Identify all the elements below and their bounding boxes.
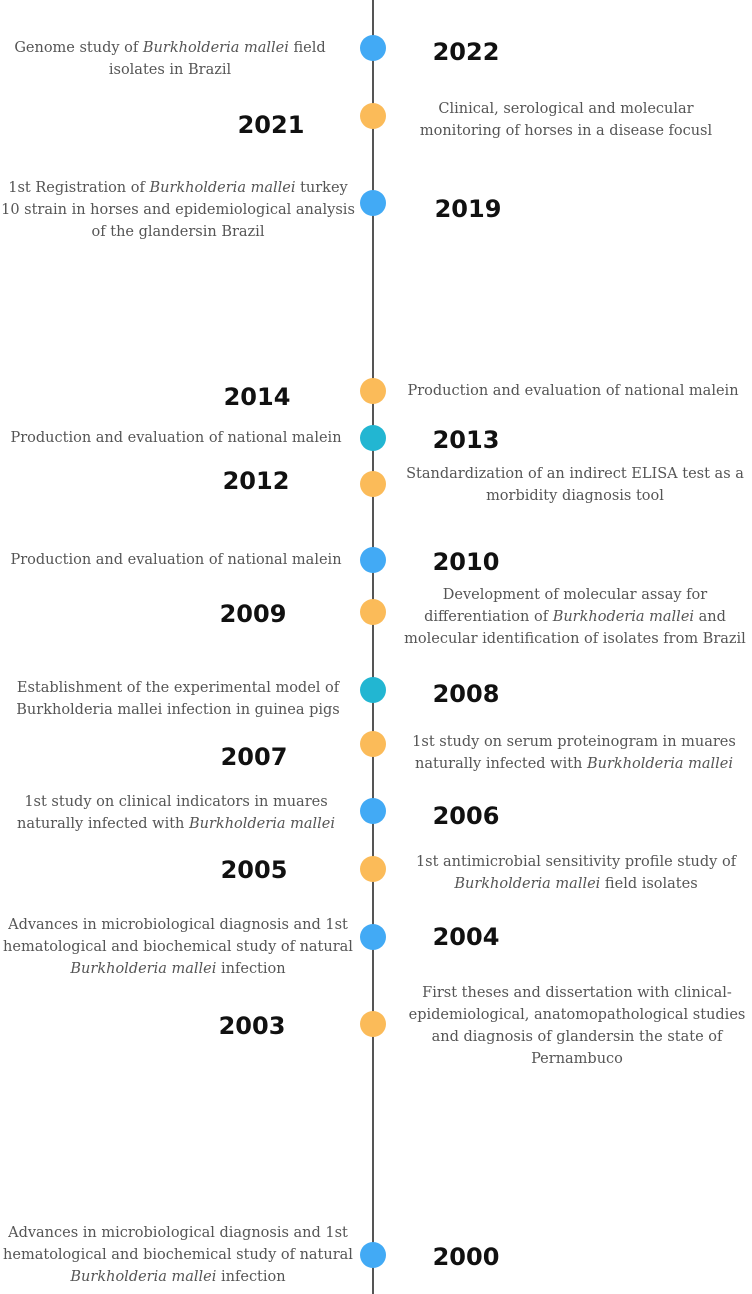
year-label-2019: 2019 [434,195,502,223]
description-text: 1st antimicrobial sensitivity profile st… [415,854,737,870]
description-text: Genome study of [14,40,143,56]
year-label-2006: 2006 [432,802,500,830]
species-name: Burkholderia mallei [70,961,217,977]
description-text: Standardization of an indirect ELISA tes… [406,466,744,504]
species-name: Burkholderia mallei [188,816,335,832]
year-label-2012: 2012 [222,467,290,495]
species-name: Burkholderia mallei [454,876,601,892]
species-name: Burkholderia mallei [149,180,296,196]
year-label-2022: 2022 [432,38,500,66]
timeline-dot-2012 [360,471,386,497]
species-name: Burkholderia mallei [70,1269,217,1285]
timeline-dot-2007 [360,731,386,757]
timeline-axis [372,0,374,1294]
description-text: field isolates [600,876,698,892]
description-text: Production and evaluation of national ma… [407,383,739,399]
species-name: Burkholderia mallei [142,40,289,56]
year-label-2013: 2013 [432,426,500,454]
timeline-dot-2005 [360,856,386,882]
species-name: Burkhoderia mallei [552,609,695,625]
year-label-2005: 2005 [220,856,288,884]
description-text: Production and evaluation of national ma… [10,430,342,446]
description-text: infection [216,1269,286,1285]
description-text: and molecular identification of isolates… [404,609,746,647]
year-label-2010: 2010 [432,548,500,576]
event-description-2006: 1st study on clinical indicators in muar… [11,791,341,835]
event-description-2012: Standardization of an indirect ELISA tes… [403,463,748,507]
event-description-2004: Advances in microbiological diagnosis an… [2,914,354,980]
description-text: Production and evaluation of national ma… [10,552,342,568]
species-name: Burkholderia mallei [586,756,733,772]
event-description-2007: 1st study on serum proteinogram in muare… [409,731,739,775]
timeline-dot-2006 [360,798,386,824]
year-label-2014: 2014 [223,383,291,411]
year-label-2003: 2003 [218,1012,286,1040]
description-text: infection [216,961,286,977]
timeline-dot-2004 [360,924,386,950]
event-description-2010: Production and evaluation of national ma… [4,549,349,571]
event-description-2019: 1st Registration of Burkholderia mallei … [1,177,356,243]
timeline-dot-2010 [360,547,386,573]
event-description-2000: Advances in microbiological diagnosis an… [2,1222,354,1288]
year-label-2000: 2000 [432,1243,500,1271]
event-description-2022: Genome study of Burkholderia mallei fiel… [5,37,335,81]
year-label-2021: 2021 [237,111,305,139]
description-text: Establishment of the experimental model … [16,680,340,718]
description-text: turkey 10 strain in horses and epidemiol… [1,180,355,240]
timeline-dot-2021 [360,103,386,129]
timeline-dot-2000 [360,1242,386,1268]
year-label-2008: 2008 [432,680,500,708]
event-description-2013: Production and evaluation of national ma… [4,427,349,449]
description-text: Clinical, serological and molecular moni… [419,101,713,139]
description-text: First theses and dissertation with clini… [408,985,746,1067]
event-description-2005: 1st antimicrobial sensitivity profile st… [411,851,741,895]
description-text: 1st study on serum proteinogram in muare… [412,734,736,772]
event-description-2003: First theses and dissertation with clini… [405,982,750,1070]
description-text: 1st Registration of [8,180,150,196]
event-description-2008: Establishment of the experimental model … [8,677,348,721]
description-text: Development of molecular assay for diffe… [424,587,708,625]
description-text: Advances in microbiological diagnosis an… [3,1225,353,1263]
year-label-2007: 2007 [220,743,288,771]
event-description-2009: Development of molecular assay for diffe… [398,584,752,650]
event-description-2014: Production and evaluation of national ma… [401,380,746,402]
timeline-dot-2008 [360,677,386,703]
description-text: Advances in microbiological diagnosis an… [3,917,353,955]
description-text: field isolates in Brazil [108,40,326,78]
timeline-dot-2003 [360,1011,386,1037]
timeline-dot-2013 [360,425,386,451]
event-description-2021: Clinical, serological and molecular moni… [406,98,726,142]
timeline-dot-2022 [360,35,386,61]
year-label-2004: 2004 [432,923,500,951]
timeline-dot-2014 [360,378,386,404]
description-text: 1st study on clinical indicators in muar… [17,794,328,832]
timeline-dot-2019 [360,190,386,216]
timeline-dot-2009 [360,599,386,625]
year-label-2009: 2009 [219,600,287,628]
